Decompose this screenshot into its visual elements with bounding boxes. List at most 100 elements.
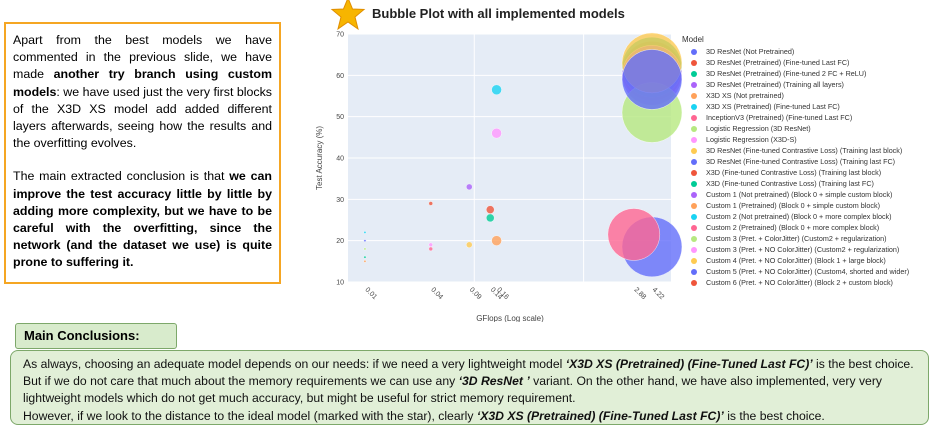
bubble-point[interactable] xyxy=(491,127,502,139)
legend-label: 3D ResNet (Not Pretrained) xyxy=(706,47,795,56)
x-tick-label: 2.88 xyxy=(632,286,647,301)
bubble-point[interactable] xyxy=(491,84,502,96)
legend-marker xyxy=(691,59,697,66)
bubble-point[interactable] xyxy=(363,255,367,259)
legend-item[interactable]: 3D ResNet (Not Pretrained) xyxy=(682,46,909,57)
main-conclusions-box: As always, choosing an adequate model de… xyxy=(10,350,929,425)
legend-label: Custom 2 (Not pretrained) (Block 0 + mor… xyxy=(706,212,892,221)
legend-item[interactable]: Custom 4 (Pret. + NO ColorJitter) (Block… xyxy=(682,255,909,266)
legend-item[interactable]: Custom 3 (Pret. + NO ColorJitter) (Custo… xyxy=(682,244,909,255)
legend-marker xyxy=(691,180,697,187)
legend: Model 3D ResNet (Not Pretrained) 3D ResNe… xyxy=(682,34,909,288)
legend-item[interactable]: 3D ResNet (Fine-tuned Contrastive Loss) … xyxy=(682,156,909,167)
x-axis-label: GFlops (Log scale) xyxy=(476,314,544,322)
legend-marker xyxy=(691,279,697,286)
legend-marker xyxy=(691,81,697,88)
bubble-point[interactable] xyxy=(621,49,682,110)
bubble-point[interactable] xyxy=(363,239,367,243)
legend-item[interactable]: 3D ResNet (Fine-tuned Contrastive Loss) … xyxy=(682,145,909,156)
legend-marker xyxy=(691,224,697,231)
y-axis-label: Test Accuracy (%) xyxy=(315,126,324,190)
legend-item[interactable]: 3D ResNet (Pretrained) (Fine-tuned 2 FC … xyxy=(682,68,909,79)
legend-item[interactable]: Custom 5 (Pret. + NO ColorJitter) (Custo… xyxy=(682,266,909,277)
legend-label: 3D ResNet (Fine-tuned Contrastive Loss) … xyxy=(706,146,903,155)
legend-marker xyxy=(691,125,697,132)
legend-label: Logistic Regression (X3D-S) xyxy=(706,135,797,144)
legend-item[interactable]: Logistic Regression (3D ResNet) xyxy=(682,123,909,134)
explanation-paragraph-2: The main extracted conclusion is that we… xyxy=(13,169,272,270)
legend-item[interactable]: Custom 3 (Pret. + ColorJitter) (Custom2 … xyxy=(682,233,909,244)
bubble-point[interactable] xyxy=(466,241,473,249)
legend-marker xyxy=(691,136,697,143)
legend-item[interactable]: Logistic Regression (X3D-S) xyxy=(682,134,909,145)
legend-item[interactable]: Custom 1 (Not pretrained) (Block 0 + sim… xyxy=(682,189,909,200)
explanation-paragraph-1: Apart from the best models we have comme… xyxy=(13,33,272,151)
legend-marker xyxy=(691,191,697,198)
legend-label: Custom 2 (Pretrained) (Block 0 + more co… xyxy=(706,223,880,232)
legend-item[interactable]: X3D XS (Not pretrained) xyxy=(682,90,909,101)
legend-label: X3D (Fine-tuned Contrastive Loss) (Train… xyxy=(706,179,874,188)
bubble-point[interactable] xyxy=(491,235,502,246)
legend-label: X3D XS (Pretrained) (Fine-tuned Last FC) xyxy=(706,102,840,111)
bubble-point[interactable] xyxy=(363,259,367,263)
legend-item[interactable]: X3D (Fine-tuned Contrastive Loss) (Train… xyxy=(682,167,909,178)
legend-marker xyxy=(691,235,697,242)
legend-title: Model xyxy=(682,35,704,44)
legend-marker xyxy=(691,268,697,275)
bubble-point[interactable] xyxy=(428,242,433,248)
legend-label: Custom 3 (Pret. + ColorJitter) (Custom2 … xyxy=(706,234,887,243)
legend-label: X3D (Fine-tuned Contrastive Loss) (Train… xyxy=(706,168,882,177)
x-tick-label: 4.22 xyxy=(651,286,666,301)
legend-item[interactable]: 3D ResNet (Pretrained) (Fine-tuned Last … xyxy=(682,57,909,68)
bubble-point[interactable] xyxy=(486,205,495,214)
legend-item[interactable]: Custom 2 (Pretrained) (Block 0 + more co… xyxy=(682,222,909,233)
legend-label: InceptionV3 (Pretrained) (Fine-tuned Las… xyxy=(706,113,853,122)
legend-label: Custom 4 (Pret. + NO ColorJitter) (Block… xyxy=(706,256,886,265)
legend-label: X3D XS (Not pretrained) xyxy=(706,91,784,100)
legend-label: Custom 5 (Pret. + NO ColorJitter) (Custo… xyxy=(706,267,910,276)
explanation-box: Apart from the best models we have comme… xyxy=(4,22,281,284)
x-tick-label: 0.04 xyxy=(429,286,444,301)
legend-marker xyxy=(691,70,697,77)
y-tick-label: 70 xyxy=(336,32,344,39)
bubble-point[interactable] xyxy=(607,208,661,261)
legend-item[interactable]: Custom 1 (Pretrained) (Block 0 + simple … xyxy=(682,200,909,211)
legend-item[interactable]: 3D ResNet (Pretrained) (Training all lay… xyxy=(682,79,909,90)
y-tick-label: 10 xyxy=(336,280,344,287)
bubble-point[interactable] xyxy=(428,246,433,252)
legend-item[interactable]: X3D (Fine-tuned Contrastive Loss) (Train… xyxy=(682,178,909,189)
legend-label: Custom 6 (Pret. + NO ColorJitter) (Block… xyxy=(706,278,893,287)
legend-marker xyxy=(691,169,697,176)
y-tick-label: 20 xyxy=(336,238,344,245)
x-tick-label: 0.01 xyxy=(364,286,379,301)
legend-marker xyxy=(691,202,697,209)
bubble-point[interactable] xyxy=(363,230,367,234)
bubble-point[interactable] xyxy=(428,201,433,206)
legend-label: Custom 1 (Not pretrained) (Block 0 + sim… xyxy=(706,190,893,199)
legend-marker xyxy=(691,158,697,165)
legend-label: Custom 1 (Pretrained) (Block 0 + simple … xyxy=(706,201,880,210)
legend-item[interactable]: InceptionV3 (Pretrained) (Fine-tuned Las… xyxy=(682,112,909,123)
legend-item[interactable]: Custom 2 (Not pretrained) (Block 0 + mor… xyxy=(682,211,909,222)
legend-item[interactable]: X3D XS (Pretrained) (Fine-tuned Last FC) xyxy=(682,101,909,112)
legend-item[interactable]: Custom 6 (Pret. + NO ColorJitter) (Block… xyxy=(682,277,909,288)
y-tick-label: 40 xyxy=(336,156,344,163)
legend-marker xyxy=(691,114,697,121)
legend-marker xyxy=(691,103,697,110)
legend-marker xyxy=(691,246,697,253)
legend-marker xyxy=(691,92,697,99)
bubble-point[interactable] xyxy=(486,213,495,223)
y-tick-label: 50 xyxy=(336,114,344,121)
chart-title: Bubble Plot with all implemented models xyxy=(372,6,625,21)
x-tick-label: 0.09 xyxy=(468,286,483,301)
bubble-point[interactable] xyxy=(466,183,473,191)
legend-label: 3D ResNet (Pretrained) (Training all lay… xyxy=(706,80,844,89)
y-tick-label: 60 xyxy=(336,73,344,80)
legend-label: Logistic Regression (3D ResNet) xyxy=(706,124,811,133)
legend-label: 3D ResNet (Fine-tuned Contrastive Loss) … xyxy=(706,157,896,166)
legend-marker xyxy=(691,48,697,55)
main-conclusions-heading: Main Conclusions: xyxy=(15,323,177,349)
bubble-point[interactable] xyxy=(363,247,367,251)
legend-label: 3D ResNet (Pretrained) (Fine-tuned Last … xyxy=(706,58,850,67)
